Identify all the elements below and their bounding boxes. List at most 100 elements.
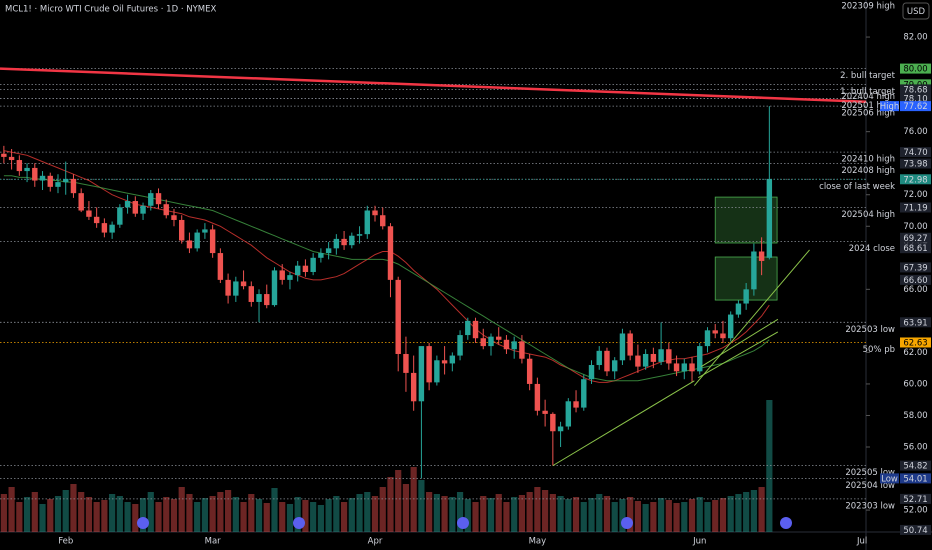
candle-body [465,320,471,336]
candle-body [248,286,255,302]
candle-body [496,336,502,340]
y-tick-label: 72.00 [903,190,927,200]
candle-body [434,360,440,383]
candle-body [55,182,61,187]
candle-body [480,338,486,347]
price-tag [900,243,931,254]
price-tag-label: 80.00 [903,65,927,75]
candle-body [581,379,587,408]
volume-bar [650,502,657,532]
price-tag [900,262,931,273]
candle-body [720,333,726,339]
candle-body [1,153,7,157]
volume-bar [456,492,464,532]
candle-body [240,281,247,287]
level-label: 202408 high [841,166,895,176]
volume-bar [340,502,348,532]
level-label: 202504 low [845,481,895,491]
volume-bar [317,505,324,532]
main-layer [0,67,867,479]
y-tick-label: 66.00 [903,285,927,295]
level-label: 202404 high [841,92,895,102]
price-tag [900,493,931,504]
extreme-label: High [880,102,900,112]
volume-bar [658,498,665,532]
volume-bar [163,497,170,532]
candle-body [666,349,672,364]
candle-body [403,353,409,373]
event-icon[interactable] [780,517,792,529]
level-label: 50% pb [863,345,895,355]
volume-bar [673,503,680,532]
volume-bar [178,487,185,532]
price-tag-label: 50.74 [903,526,927,536]
volume-bar [364,492,371,532]
candle-body [658,349,664,362]
moving-average [3,175,770,382]
volume-bar [665,500,672,532]
candle-body [310,257,316,272]
event-icon[interactable] [137,517,149,529]
candle-body [333,238,340,249]
volume-bar [449,497,456,532]
event-icon[interactable] [621,517,633,529]
candle-body [78,193,84,211]
volume-bar [0,494,7,532]
candle-body [287,275,293,280]
volume-bar [549,494,556,532]
candle-body [573,401,579,408]
volume-bar [139,498,147,532]
candle-body [39,175,46,181]
volume-bar [217,492,224,532]
moving-average [3,150,770,383]
candle-body [356,234,363,236]
volume-bar [572,497,580,532]
level-label: 202506 high [841,109,895,119]
candle-body [751,251,757,290]
event-icon[interactable] [293,517,305,529]
candle-body [163,204,169,216]
volume-bar [542,490,549,532]
candle-body [148,193,154,206]
candle-body [743,289,749,304]
currency: USD [907,7,926,17]
candle-body [186,240,193,249]
level-label: 2024 close [849,244,895,254]
price-tag-label: 74.70 [903,148,927,158]
volume-bar [371,496,379,532]
volume-bar [503,502,510,532]
candle-body [178,219,185,241]
volume-bar [70,484,77,532]
volume-bar [743,492,750,532]
volume-bar [310,502,317,532]
volume-bar [395,470,402,532]
volume-bar [333,496,340,532]
volume-bar [735,494,742,532]
currency-box[interactable] [902,2,930,20]
candle-body [426,346,432,383]
volume-bar [116,496,123,532]
y-tick-label: 52.00 [903,506,927,516]
candle-body [557,426,564,432]
event-icons [137,517,792,529]
price-tag-label: 63.91 [903,318,927,328]
candle-body [16,160,23,172]
volume-bar [155,502,162,532]
event-icon[interactable] [457,517,469,529]
candle-body [124,201,131,208]
candle-body [542,410,548,414]
volume-bar [526,492,533,532]
candle-body [171,215,177,220]
volume-bar [472,502,479,532]
candle-body [217,253,224,280]
price-tag-label: 71.19 [903,204,927,214]
volume-bar [588,498,595,532]
price-tag [900,84,931,95]
candle-body [302,265,309,272]
x-tick-label: Apr [368,537,383,547]
candle-body [256,294,262,302]
level-label: 1. bull target [840,87,896,97]
y-tick-label: 60.00 [903,379,927,389]
price-tag [900,337,931,348]
y-tick-label: 58.00 [903,411,927,421]
